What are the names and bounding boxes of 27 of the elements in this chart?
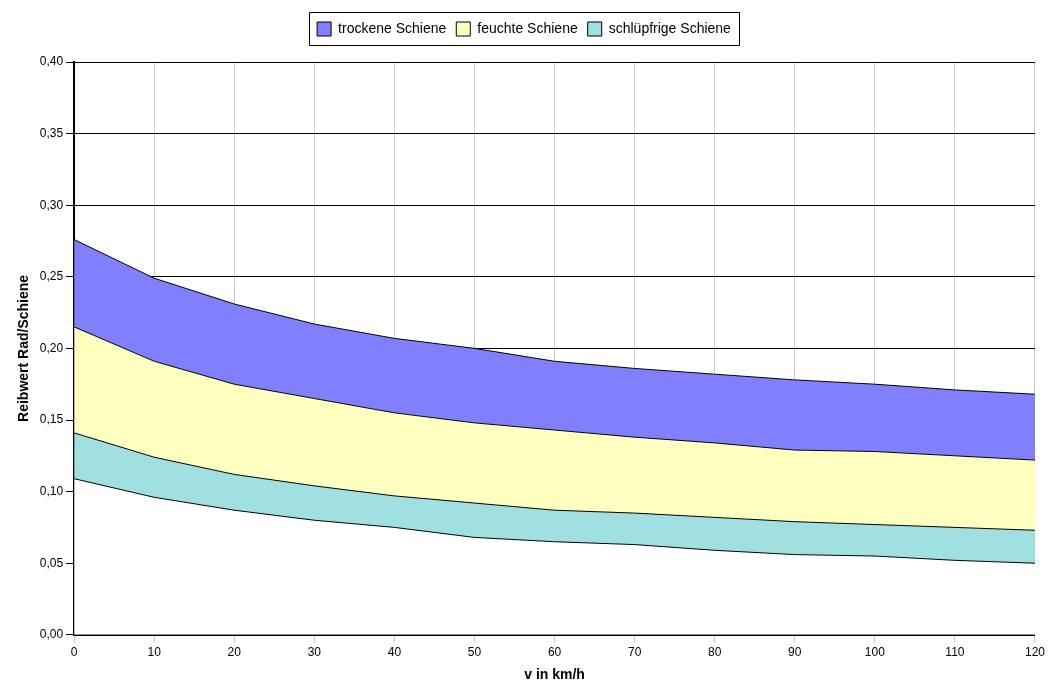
legend-label: trockene Schiene [338, 19, 447, 36]
x-tick-label: 90 [788, 645, 802, 660]
y-tick-label: 0,25 [39, 269, 64, 284]
y-tick-label: 0,15 [39, 412, 64, 427]
y-tick-label: 0,00 [39, 627, 64, 642]
y-tick-label: 0,35 [39, 125, 64, 140]
x-tick-label: 10 [147, 645, 162, 660]
y-tick-label: 0,20 [39, 340, 64, 355]
y-tick-label: 0,05 [39, 555, 64, 570]
x-tick-label: 60 [547, 645, 562, 660]
x-tick-label: 110 [945, 645, 965, 660]
legend-label: schlüpfrige Schiene [608, 19, 732, 36]
x-tick-label: 50 [467, 645, 482, 660]
legend-label: feuchte Schiene [477, 19, 578, 36]
x-tick-label: 30 [307, 645, 322, 660]
x-tick-label: 40 [387, 645, 402, 660]
x-axis-title: v in km/h [524, 666, 585, 683]
y-tick-label: 0,40 [39, 54, 64, 69]
x-tick-label: 70 [627, 645, 642, 660]
x-tick-label: 100 [864, 645, 886, 660]
y-axis-title: Reibwert Rad/Schiene [15, 274, 32, 422]
x-tick-label: 20 [227, 645, 242, 660]
x-tick-label: 120 [1024, 645, 1046, 660]
x-tick-label: 80 [708, 645, 722, 660]
x-tick-label: 0 [70, 645, 78, 660]
y-tick-label: 0,30 [39, 197, 64, 212]
y-tick-label: 0,10 [39, 483, 64, 498]
